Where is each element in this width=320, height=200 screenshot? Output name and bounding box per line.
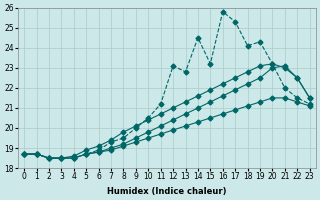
X-axis label: Humidex (Indice chaleur): Humidex (Indice chaleur)	[107, 187, 227, 196]
